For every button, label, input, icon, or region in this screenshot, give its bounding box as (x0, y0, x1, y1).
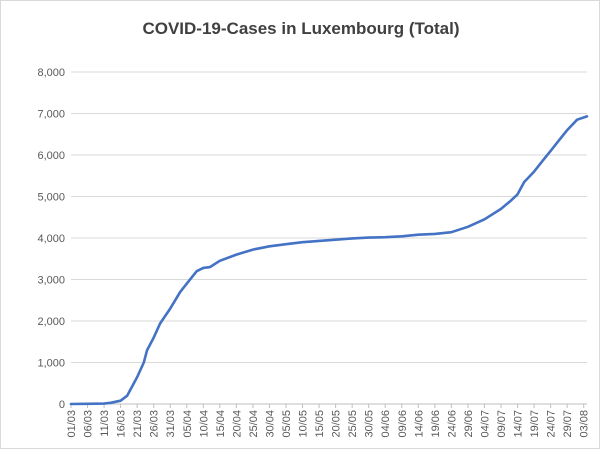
x-tick-label: 20/04 (231, 410, 243, 438)
x-tick-label: 16/03 (116, 410, 128, 438)
x-tick-label: 25/05 (347, 410, 359, 438)
y-tick-label: 5,000 (37, 192, 65, 204)
y-tick-label: 0 (59, 399, 65, 411)
x-tick-label: 30/04 (264, 410, 276, 438)
series-line (69, 115, 589, 406)
x-tick-label: 24/07 (546, 410, 558, 438)
x-tick-label: 04/07 (479, 410, 491, 438)
y-tick-label: 2,000 (37, 316, 65, 328)
chart-title: COVID-19-Cases in Luxembourg (Total) (142, 19, 460, 38)
x-tick-label: 26/03 (149, 410, 161, 438)
y-tick-label: 6,000 (37, 150, 65, 162)
x-tick-label: 19/06 (430, 410, 442, 438)
series-layer (69, 115, 589, 406)
y-axis-ticks: 0 1,000 2,000 3,000 4,000 5,000 6,000 7,000 8,00… (37, 67, 65, 411)
x-tick-label: 11/03 (99, 410, 111, 437)
x-tick-label: 15/04 (215, 410, 227, 438)
y-tick-label: 8,000 (37, 67, 65, 79)
x-tick-label: 15/05 (314, 410, 326, 438)
y-tick-label: 1,000 (37, 358, 65, 370)
x-tick-label: 19/07 (529, 410, 541, 438)
x-tick-label: 09/06 (397, 410, 409, 438)
y-tick-label: 3,000 (37, 275, 65, 287)
x-tick-label: 30/05 (364, 410, 376, 438)
y-tick-label: 4,000 (37, 233, 65, 245)
y-tick-label: 7,000 (37, 109, 65, 121)
x-tick-label: 14/06 (413, 410, 425, 438)
x-tick-label: 10/04 (198, 410, 210, 438)
x-tick-label: 20/05 (331, 410, 343, 438)
x-tick-label: 10/05 (298, 410, 310, 438)
x-tick-label: 05/05 (281, 410, 293, 438)
x-tick-label: 06/03 (83, 410, 95, 438)
x-tick-label: 04/06 (380, 410, 392, 438)
x-tick-label: 03/08 (579, 410, 591, 438)
x-tick-label: 21/03 (132, 410, 144, 438)
x-tick-label: 24/06 (446, 410, 458, 438)
x-tick-label: 09/07 (496, 410, 508, 438)
x-tick-label: 05/04 (182, 410, 194, 438)
gridlines (71, 71, 587, 405)
x-tick-label: 25/04 (248, 410, 260, 438)
x-axis-ticks: 01/03 06/03 11/03 16/03 21/03 26/03 31/03 05/04… (66, 404, 591, 438)
x-tick-label: 14/07 (513, 410, 525, 438)
x-tick-label: 29/07 (562, 410, 574, 438)
x-tick-label: 29/06 (463, 410, 475, 438)
x-tick-label: 01/03 (66, 410, 78, 438)
x-tick-label: 31/03 (165, 410, 177, 438)
